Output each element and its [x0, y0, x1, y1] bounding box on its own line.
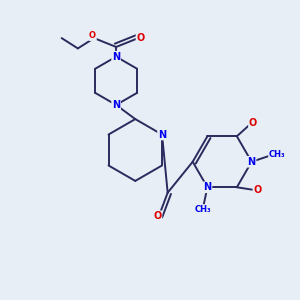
- Text: CH₃: CH₃: [195, 205, 211, 214]
- Text: O: O: [253, 185, 262, 195]
- Text: N: N: [203, 182, 211, 192]
- Text: O: O: [153, 211, 161, 221]
- Text: O: O: [136, 33, 145, 43]
- Text: N: N: [158, 130, 166, 140]
- Text: N: N: [112, 100, 120, 110]
- Text: N: N: [112, 52, 120, 62]
- Text: O: O: [249, 118, 257, 128]
- Text: CH₃: CH₃: [269, 150, 286, 159]
- Text: O: O: [89, 31, 96, 40]
- Text: N: N: [248, 157, 256, 167]
